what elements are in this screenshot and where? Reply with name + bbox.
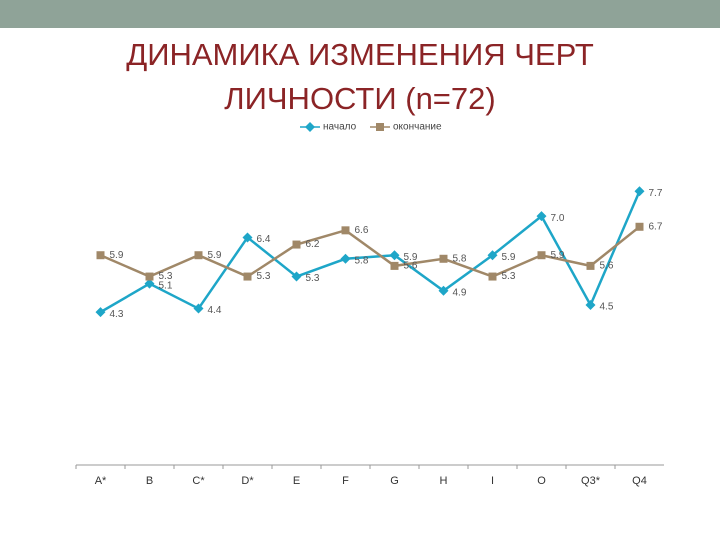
x-tick-label: A* (95, 475, 107, 487)
legend-label: окончание (393, 122, 442, 133)
chart-title: ЛИЧНОСТИ (n=72) (224, 81, 495, 116)
point (390, 261, 399, 270)
point (340, 253, 351, 264)
point (439, 254, 448, 263)
data-label: 5.3 (159, 271, 173, 282)
point (586, 261, 595, 270)
title-line: ДИНАМИКА ИЗМЕНЕНИЯ ЧЕРТ (126, 37, 594, 72)
point (438, 285, 449, 296)
data-label: 6.6 (355, 225, 369, 236)
point (95, 307, 106, 318)
legend-marker (305, 122, 315, 132)
data-label: 4.4 (208, 305, 222, 316)
data-label: 5.9 (110, 250, 124, 261)
data-label: 5.3 (306, 273, 320, 284)
x-tick-label: Q4 (632, 475, 647, 487)
data-label: 5.9 (502, 252, 516, 263)
x-tick-label: C* (192, 475, 205, 487)
point (585, 300, 596, 310)
legend-marker (376, 123, 384, 131)
data-label: 5.9 (404, 252, 418, 263)
x-tick-label: B (146, 475, 153, 487)
point (341, 226, 350, 235)
data-label: 5.9 (551, 250, 565, 261)
data-label: 5.8 (355, 255, 369, 266)
legend-label: начало (323, 122, 357, 133)
point (193, 303, 204, 314)
x-tick-label: D* (241, 475, 254, 487)
point (537, 251, 546, 260)
x-tick-label: E (293, 475, 300, 487)
data-label: 5.9 (208, 250, 222, 261)
data-label: 5.3 (502, 271, 516, 282)
point (194, 251, 203, 260)
data-label: 5.6 (600, 261, 614, 272)
point (242, 232, 253, 243)
data-label: 6.4 (257, 234, 271, 245)
series-line (99, 190, 641, 314)
x-tick-label: H (440, 475, 448, 487)
point (144, 278, 155, 289)
x-tick-label: O (537, 475, 546, 487)
point (292, 240, 301, 249)
x-tick-label: G (390, 475, 399, 487)
point (389, 250, 400, 261)
point (243, 272, 252, 281)
header-bar (0, 0, 720, 28)
point (487, 250, 498, 261)
data-label: 4.9 (453, 287, 467, 298)
point (536, 211, 547, 222)
point (145, 272, 154, 281)
data-label: 7.7 (649, 188, 663, 199)
chart-title: ДИНАМИКА ИЗМЕНЕНИЯ ЧЕРТ (126, 37, 594, 72)
x-tick-label: F (342, 475, 349, 487)
x-tick-label: Q3* (581, 475, 601, 487)
point (634, 186, 645, 197)
point (291, 271, 302, 282)
title-line: ЛИЧНОСТИ (n=72) (224, 81, 495, 116)
data-label: 5.6 (404, 261, 418, 272)
data-label: 6.7 (649, 221, 663, 232)
data-label: 6.2 (306, 239, 320, 250)
x-tick-label: I (491, 475, 494, 487)
data-label: 5.8 (453, 253, 467, 264)
series-line (100, 225, 641, 278)
point (96, 251, 105, 260)
data-label: 4.5 (600, 302, 614, 313)
data-label: 7.0 (551, 213, 565, 224)
data-label: 5.1 (159, 280, 173, 291)
data-label: 4.3 (110, 309, 124, 320)
point (635, 222, 644, 231)
data-label: 5.3 (257, 271, 271, 282)
point (488, 272, 497, 281)
